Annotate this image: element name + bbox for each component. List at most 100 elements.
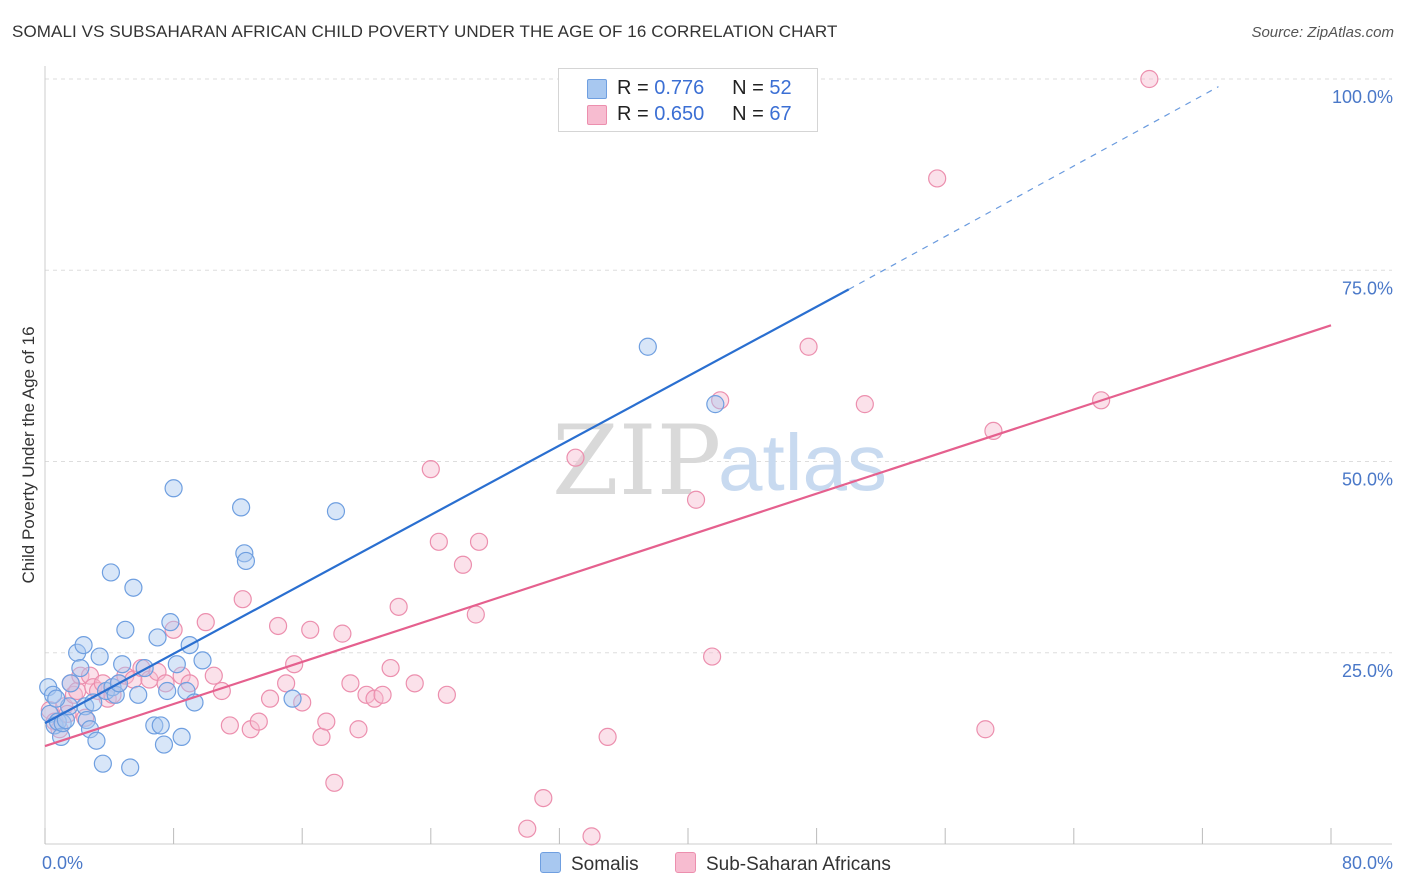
ssa-point <box>421 460 440 479</box>
ssa-point <box>233 590 252 609</box>
somali-point <box>124 578 143 597</box>
tick-labels: 25.0% 50.0% 75.0% 100.0% 0.0% 80.0% <box>42 87 1393 873</box>
ssa-point <box>429 532 448 551</box>
ssa-point <box>260 689 280 708</box>
trend-lines <box>44 86 1332 748</box>
somali-point <box>71 658 90 678</box>
ssa-point <box>799 337 818 356</box>
ssa-point <box>598 727 617 747</box>
somali-point <box>93 754 112 773</box>
ssa-point <box>373 685 392 704</box>
somali-point <box>158 681 177 701</box>
somali-point <box>167 655 186 674</box>
y-tick-label: 50.0% <box>1342 470 1393 490</box>
x-tick-label: 0.0% <box>42 853 83 873</box>
ssa-point <box>71 666 90 685</box>
ssa-point <box>405 674 424 693</box>
ssa-point <box>204 666 223 685</box>
somali-point <box>326 502 346 521</box>
somali-point <box>61 674 80 693</box>
somali-point <box>113 655 132 674</box>
grid-lines <box>45 78 1392 654</box>
somali-point <box>101 563 121 582</box>
somali-point <box>235 544 254 563</box>
ssa-n-value: 67 <box>769 103 792 125</box>
ssa-point <box>534 788 553 808</box>
ssa-point <box>301 620 320 639</box>
ssa-point <box>466 605 485 624</box>
y-tick-label: 75.0% <box>1342 278 1393 298</box>
somali-trend-line <box>44 288 850 725</box>
ssa-r-label: R = <box>617 103 649 125</box>
ssa-point <box>249 712 268 731</box>
ssa-point <box>566 448 585 467</box>
somali-point <box>116 620 135 639</box>
somali-point <box>154 735 174 754</box>
ssa-point <box>325 773 344 792</box>
chart-title: SOMALI VS SUBSAHARAN AFRICAN CHILD POVER… <box>12 22 838 41</box>
somali-point <box>164 479 183 498</box>
ssa-point <box>349 720 368 739</box>
somali-point <box>161 613 180 632</box>
ssa-point <box>333 624 352 643</box>
ssa-swatch <box>587 105 607 125</box>
somali-point <box>283 689 302 708</box>
ssa-point <box>341 674 360 693</box>
ssa-point <box>469 532 489 551</box>
y-axis-label: Child Poverty Under the Age of 16 <box>19 326 38 583</box>
somali-point <box>151 716 170 735</box>
somali-point <box>90 647 109 666</box>
somali-point <box>172 727 191 747</box>
ssa-point <box>437 685 456 704</box>
ssa-point <box>381 658 400 678</box>
somali-r-label: R = <box>617 77 649 99</box>
ssa-point <box>453 555 473 574</box>
somali-legend-label: Somalis <box>571 854 639 875</box>
y-tick-label: 100.0% <box>1332 87 1393 107</box>
somali-point <box>74 635 93 655</box>
ssa-trend-line <box>44 324 1332 748</box>
ssa-point <box>317 712 336 731</box>
somali-swatch <box>587 79 607 99</box>
somali-point <box>148 628 167 647</box>
ssa-point <box>156 674 175 693</box>
ssa-r-value: 0.650 <box>654 103 705 125</box>
somali-point <box>706 395 725 414</box>
ssa-point <box>293 693 312 712</box>
ssa-point <box>1140 69 1159 89</box>
somali-point <box>193 651 212 670</box>
somali-point <box>106 685 125 704</box>
ssa-point <box>196 613 215 632</box>
ssa-n-label: N = <box>732 103 764 125</box>
bottom-legend-somali[interactable]: Somalis <box>540 852 639 876</box>
axes <box>44 66 1392 845</box>
ssa-point <box>518 819 537 838</box>
somali-n-value: 52 <box>769 77 792 99</box>
watermark-zip: ZIP <box>552 405 721 517</box>
correlation-legend: R = 0.776 N = 52 R = 0.650 N = 67 <box>558 68 818 132</box>
somali-point <box>121 758 140 777</box>
x-tick-label: 80.0% <box>1342 853 1393 873</box>
source-label: Source: ZipAtlas.com <box>1251 24 1394 41</box>
ssa-point <box>703 647 722 666</box>
somali-trend-extension <box>848 86 1219 290</box>
somali-n-label: N = <box>732 77 764 99</box>
somali-point <box>135 658 154 678</box>
somali-point <box>129 685 148 704</box>
ssa-point <box>220 716 239 735</box>
somali-point <box>232 498 251 517</box>
somali-point <box>236 551 256 571</box>
somali-r-value: 0.776 <box>654 77 705 99</box>
bottom-legend-ssa[interactable]: Sub-Saharan Africans <box>675 852 891 876</box>
ssa-point <box>928 169 947 188</box>
ssa-legend-label: Sub-Saharan Africans <box>706 854 891 875</box>
somali-legend-swatch <box>540 852 561 873</box>
watermark-atlas: atlas <box>718 418 887 507</box>
ssa-point <box>277 674 296 693</box>
ssa-point <box>686 490 706 509</box>
somali-point <box>145 716 164 735</box>
somali-point <box>638 337 657 356</box>
ssa-point <box>582 827 601 846</box>
ssa-legend-swatch <box>675 852 696 873</box>
